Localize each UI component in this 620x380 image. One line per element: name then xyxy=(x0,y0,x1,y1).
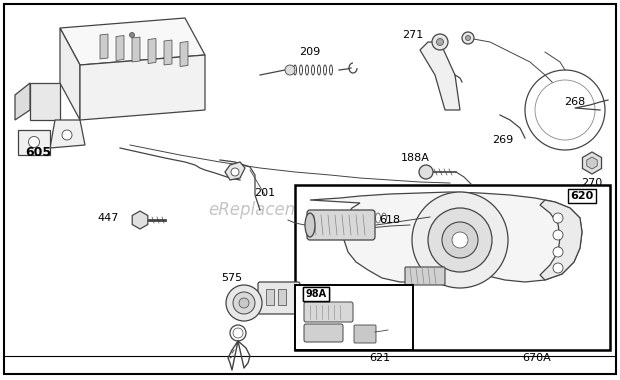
Bar xyxy=(295,185,610,350)
Text: 188A: 188A xyxy=(401,153,430,163)
Circle shape xyxy=(412,192,508,288)
Text: 605: 605 xyxy=(25,147,51,160)
Circle shape xyxy=(442,222,478,258)
Text: 618: 618 xyxy=(379,215,401,225)
Polygon shape xyxy=(420,42,460,110)
Polygon shape xyxy=(30,83,60,120)
Text: 620: 620 xyxy=(570,191,593,201)
Text: 269: 269 xyxy=(492,135,513,145)
Circle shape xyxy=(432,34,448,50)
Text: 670A: 670A xyxy=(523,353,551,363)
Circle shape xyxy=(553,247,563,257)
Polygon shape xyxy=(225,162,245,180)
Bar xyxy=(295,285,413,350)
Text: 201: 201 xyxy=(254,188,275,198)
Bar xyxy=(266,289,274,305)
FancyBboxPatch shape xyxy=(405,267,445,285)
Polygon shape xyxy=(582,152,601,174)
Circle shape xyxy=(553,213,563,223)
Circle shape xyxy=(285,65,295,75)
Text: 447: 447 xyxy=(97,213,118,223)
Polygon shape xyxy=(60,18,205,65)
Circle shape xyxy=(419,165,433,179)
Text: 271: 271 xyxy=(402,30,423,40)
Polygon shape xyxy=(310,192,582,282)
Polygon shape xyxy=(132,37,140,62)
Circle shape xyxy=(226,285,262,321)
Polygon shape xyxy=(15,83,30,120)
Circle shape xyxy=(233,292,255,314)
Polygon shape xyxy=(100,34,108,59)
Ellipse shape xyxy=(305,213,315,237)
Polygon shape xyxy=(50,120,85,148)
Circle shape xyxy=(233,328,243,338)
Text: eReplacementParts.com: eReplacementParts.com xyxy=(208,201,412,219)
Circle shape xyxy=(29,136,40,147)
Circle shape xyxy=(428,208,492,272)
Text: 270: 270 xyxy=(582,178,603,188)
Circle shape xyxy=(466,35,471,41)
Circle shape xyxy=(535,80,595,140)
Text: 98A: 98A xyxy=(306,289,327,299)
FancyBboxPatch shape xyxy=(304,324,343,342)
Polygon shape xyxy=(540,200,582,280)
Polygon shape xyxy=(116,35,124,60)
Text: 621: 621 xyxy=(370,353,391,363)
Circle shape xyxy=(525,70,605,150)
Text: 209: 209 xyxy=(299,47,321,57)
Text: 98A: 98A xyxy=(306,289,327,299)
Text: 268: 268 xyxy=(564,97,586,107)
Circle shape xyxy=(462,32,474,44)
Polygon shape xyxy=(60,28,80,120)
Polygon shape xyxy=(132,211,148,229)
Circle shape xyxy=(239,298,249,308)
Circle shape xyxy=(436,38,443,46)
Circle shape xyxy=(452,232,468,248)
FancyBboxPatch shape xyxy=(304,302,353,322)
Circle shape xyxy=(62,130,72,140)
Circle shape xyxy=(230,325,246,341)
Bar xyxy=(278,289,286,305)
Polygon shape xyxy=(80,55,205,120)
Polygon shape xyxy=(18,130,50,155)
Circle shape xyxy=(553,263,563,273)
FancyBboxPatch shape xyxy=(258,282,300,314)
Circle shape xyxy=(231,168,239,176)
Polygon shape xyxy=(587,157,597,169)
Polygon shape xyxy=(148,38,156,63)
Circle shape xyxy=(553,230,563,240)
Circle shape xyxy=(130,33,135,38)
Polygon shape xyxy=(180,41,188,66)
FancyBboxPatch shape xyxy=(307,210,375,240)
Text: 575: 575 xyxy=(221,273,242,283)
Polygon shape xyxy=(164,40,172,65)
FancyBboxPatch shape xyxy=(354,325,376,343)
